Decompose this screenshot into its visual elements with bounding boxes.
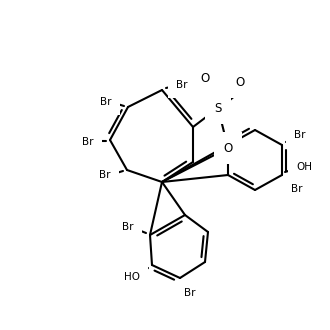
Text: OH: OH — [296, 162, 312, 172]
Text: S: S — [214, 102, 222, 115]
Text: O: O — [235, 76, 245, 88]
Text: Br: Br — [82, 137, 94, 147]
Text: Br: Br — [291, 184, 303, 194]
Text: O: O — [223, 142, 233, 154]
Text: Br: Br — [184, 288, 196, 298]
Text: Br: Br — [100, 97, 112, 107]
Text: O: O — [200, 72, 210, 84]
Text: Br: Br — [122, 222, 134, 232]
Text: Br: Br — [99, 170, 111, 180]
Text: Br: Br — [294, 130, 306, 140]
Text: HO: HO — [124, 272, 140, 282]
Text: Br: Br — [176, 80, 188, 90]
